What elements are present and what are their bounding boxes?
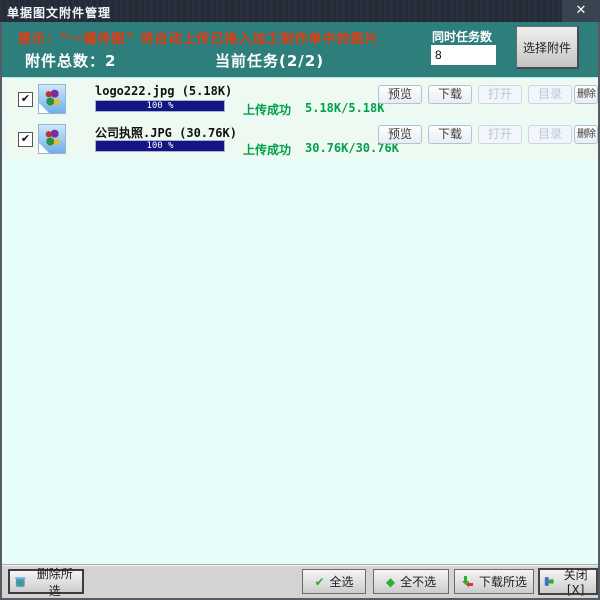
upload-status: 上传成功 bbox=[243, 143, 292, 157]
thumbnail-fold bbox=[39, 143, 49, 153]
attachment-total-label: 附件总数：2 bbox=[25, 52, 117, 70]
open-button[interactable]: 打开 bbox=[478, 85, 522, 104]
close-window-label: 关闭[X] bbox=[563, 568, 588, 597]
progress-bar: 100 % bbox=[95, 100, 225, 112]
delete-button[interactable]: 删除 bbox=[574, 125, 598, 144]
footer-bar: 删除所选 ✔ 全选 ◆ 全不选 下载所选 bbox=[2, 564, 598, 598]
select-attachment-button[interactable]: 选择附件 bbox=[516, 26, 579, 69]
download-selected-label: 下载所选 bbox=[478, 575, 527, 589]
check-icon: ✔ bbox=[314, 574, 325, 589]
header-panel: 提示：“一键传图” 将自动上传已拖入加工制作单中的图片 附件总数：2 当前任务(… bbox=[2, 22, 598, 78]
table-row: ✔ 公司执照.JPG (30.76K) 100 % 上传成功 30.76K/30… bbox=[2, 120, 598, 158]
row-checkbox[interactable]: ✔ bbox=[18, 132, 33, 147]
window-title: 单据图文附件管理 bbox=[7, 6, 112, 20]
delete-selected-button[interactable]: 删除所选 bbox=[8, 567, 84, 598]
concurrent-tasks-input[interactable] bbox=[431, 45, 496, 65]
download-button[interactable]: 下载 bbox=[428, 125, 472, 144]
file-name: logo222.jpg (5.18K) bbox=[95, 84, 233, 98]
image-thumbnail-icon bbox=[38, 84, 66, 114]
select-all-label: 全选 bbox=[329, 575, 354, 589]
image-thumbnail-icon bbox=[38, 124, 66, 154]
open-button[interactable]: 打开 bbox=[478, 125, 522, 144]
window-frame: 提示：“一键传图” 将自动上传已拖入加工制作单中的图片 附件总数：2 当前任务(… bbox=[0, 22, 600, 600]
download-arrows-icon bbox=[461, 576, 473, 588]
download-selected-button[interactable]: 下载所选 bbox=[454, 569, 534, 594]
hint-text: 提示：“一键传图” 将自动上传已拖入加工制作单中的图片 bbox=[18, 32, 379, 47]
select-none-label: 全不选 bbox=[400, 575, 437, 589]
size-progress: 30.76K/30.76K bbox=[305, 141, 399, 155]
upload-status: 上传成功 bbox=[243, 103, 292, 117]
recycle-bin-icon bbox=[14, 577, 26, 587]
close-icon[interactable]: ✕ bbox=[562, 0, 600, 22]
delete-selected-label: 删除所选 bbox=[36, 566, 73, 598]
select-none-button[interactable]: ◆ 全不选 bbox=[373, 569, 449, 594]
file-name: 公司执照.JPG (30.76K) bbox=[95, 126, 237, 140]
progress-bar: 100 % bbox=[95, 140, 225, 152]
thumbnail-fold bbox=[39, 103, 49, 113]
directory-button[interactable]: 目录 bbox=[528, 125, 572, 144]
download-button[interactable]: 下载 bbox=[428, 85, 472, 104]
title-bar: 单据图文附件管理 ✕ bbox=[0, 0, 600, 22]
select-all-button[interactable]: ✔ 全选 bbox=[302, 569, 366, 594]
preview-button[interactable]: 预览 bbox=[378, 85, 422, 104]
file-list: ✔ logo222.jpg (5.18K) 100 % 上传成功 5.18K/5… bbox=[2, 78, 598, 567]
concurrent-tasks-label: 同时任务数 bbox=[432, 30, 493, 44]
preview-button[interactable]: 预览 bbox=[378, 125, 422, 144]
delete-button[interactable]: 删除 bbox=[574, 85, 598, 104]
size-progress: 5.18K/5.18K bbox=[305, 101, 385, 115]
exit-door-icon bbox=[544, 577, 555, 586]
diamond-icon: ◆ bbox=[385, 574, 396, 589]
close-window-button[interactable]: 关闭[X] bbox=[538, 568, 598, 597]
directory-button[interactable]: 目录 bbox=[528, 85, 572, 104]
row-checkbox[interactable]: ✔ bbox=[18, 92, 33, 107]
table-row: ✔ logo222.jpg (5.18K) 100 % 上传成功 5.18K/5… bbox=[2, 80, 598, 118]
current-task-label: 当前任务(2/2) bbox=[215, 52, 325, 70]
